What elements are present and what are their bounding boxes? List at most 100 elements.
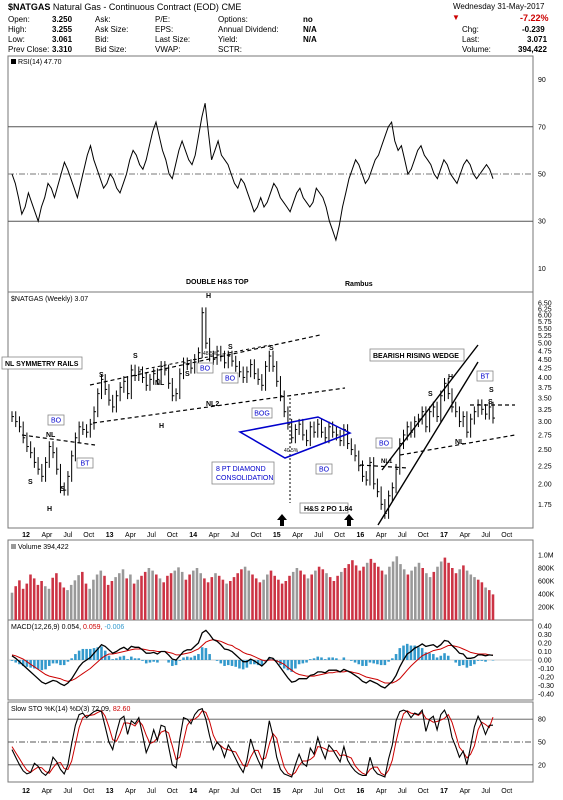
price-tick-label: 2.75 bbox=[538, 432, 552, 439]
volume-bar bbox=[288, 575, 291, 620]
price-x-tick-label: Oct bbox=[418, 532, 429, 539]
price-x-tick-label: Jul bbox=[147, 532, 156, 539]
volume-bar bbox=[277, 579, 280, 620]
label-head: H bbox=[159, 423, 164, 430]
volume-bar bbox=[10, 592, 14, 620]
label-breakout-diamond: BO bbox=[319, 467, 330, 474]
volume-bar bbox=[247, 570, 251, 620]
sto-legend-name: Slow STO %K(14) %D(3) bbox=[11, 706, 89, 713]
price-tick-label: 3.25 bbox=[538, 407, 552, 414]
volume-bar bbox=[351, 560, 354, 620]
volume-bar bbox=[92, 579, 95, 620]
volume-bar bbox=[462, 565, 465, 620]
price-tick-label: 2.50 bbox=[538, 447, 552, 454]
volume-bar bbox=[284, 581, 288, 620]
macd-histogram-bar bbox=[323, 659, 327, 660]
price-tick-label: 4.00 bbox=[538, 375, 552, 382]
bottom-x-tick-label: Oct bbox=[83, 788, 94, 795]
volume-bar bbox=[443, 557, 447, 620]
macd-histogram-bar bbox=[118, 656, 122, 660]
volume-bar bbox=[106, 584, 110, 620]
macd-histogram-bar bbox=[66, 660, 70, 662]
volume-tick-label: 800K bbox=[538, 566, 555, 573]
volume-bar bbox=[129, 574, 132, 620]
volume-bar bbox=[103, 575, 106, 620]
bottom-x-tick-label: 13 bbox=[106, 788, 114, 795]
volume-bar bbox=[44, 586, 47, 620]
volume-bar bbox=[266, 574, 269, 620]
price-tick-label: 4.50 bbox=[538, 357, 552, 364]
exchange: CME bbox=[221, 2, 242, 12]
field-label: Bid: bbox=[95, 35, 109, 44]
volume-bar bbox=[365, 562, 369, 620]
bottom-x-tick-label: 14 bbox=[189, 788, 197, 795]
macd-histogram-bar bbox=[48, 660, 51, 666]
volume-bar bbox=[32, 578, 36, 620]
macd-histogram-bar bbox=[256, 660, 260, 666]
field-label: Ask: bbox=[95, 15, 111, 24]
volume-bar bbox=[225, 583, 228, 620]
volume-bar bbox=[295, 568, 299, 620]
label-head-2012: H bbox=[47, 506, 52, 513]
bottom-x-tick-label: 16 bbox=[357, 788, 365, 795]
macd-histogram-bar bbox=[368, 660, 372, 663]
volume-bar bbox=[29, 574, 32, 620]
volume-bar bbox=[177, 567, 180, 620]
volume-bar bbox=[325, 573, 328, 620]
volume-bar bbox=[447, 562, 450, 620]
change-value: -0.239 bbox=[522, 25, 545, 34]
price-x-tick-label: 15 bbox=[273, 532, 281, 539]
symmetry-rails-box bbox=[1, 356, 83, 370]
volume-bar bbox=[336, 575, 339, 620]
macd-histogram-bar bbox=[309, 659, 312, 660]
diamond-caption-box bbox=[211, 461, 275, 485]
macd-histogram-bar bbox=[230, 660, 234, 666]
macd-histogram-bar bbox=[144, 660, 148, 664]
rsi-series-line bbox=[11, 103, 494, 242]
price-x-tick-label: Oct bbox=[83, 532, 94, 539]
macd-histogram-bar bbox=[77, 650, 81, 660]
label-head-2014: H bbox=[206, 293, 211, 300]
volume-bar bbox=[354, 565, 358, 620]
price-tick-label: 2.25 bbox=[538, 463, 552, 470]
volume-bar bbox=[169, 573, 173, 620]
volume-bar bbox=[84, 583, 88, 620]
macd-histogram-bar bbox=[424, 652, 428, 660]
bottom-x-tick-label: Apr bbox=[41, 788, 53, 795]
macd-histogram-bar bbox=[290, 660, 293, 672]
price-tick-label: 6.50 bbox=[538, 300, 552, 307]
macd-histogram-bar bbox=[409, 645, 413, 660]
macd-histogram-bar bbox=[331, 657, 334, 660]
price-tick-label: 4.25 bbox=[538, 366, 552, 373]
macd-histogram-bar bbox=[197, 654, 200, 660]
macd-histogram-bar bbox=[405, 643, 409, 660]
volume-bar bbox=[73, 580, 77, 620]
price-tick-label: 6.25 bbox=[538, 306, 552, 313]
field-label: Chg: bbox=[462, 25, 479, 34]
volume-bar bbox=[369, 558, 373, 620]
wedge-neckline bbox=[399, 434, 516, 456]
volume-bar bbox=[217, 575, 221, 620]
field-label: High: bbox=[8, 25, 27, 34]
label-backtest-2017-box bbox=[476, 370, 494, 382]
bottom-x-tick-label: 17 bbox=[440, 788, 448, 795]
field-label: EPS: bbox=[155, 25, 174, 34]
macd-histogram-bar bbox=[305, 660, 308, 663]
volume-bar bbox=[421, 568, 424, 620]
volume-bar bbox=[180, 571, 184, 620]
macd-legend-hist: -0.006 bbox=[104, 624, 124, 631]
wedge-upper-line bbox=[381, 344, 479, 471]
volume-bar bbox=[121, 569, 125, 620]
field-label: Low: bbox=[8, 35, 25, 44]
macd-histogram-bar bbox=[461, 660, 465, 666]
label-shoulder-2012: S bbox=[28, 479, 33, 486]
macd-histogram-bar bbox=[178, 660, 182, 661]
wedge-title-box bbox=[369, 348, 465, 362]
volume-bar bbox=[210, 577, 214, 620]
macd-histogram-bar bbox=[428, 653, 431, 660]
volume-bar bbox=[173, 570, 177, 620]
macd-histogram-bar bbox=[219, 660, 223, 664]
bottom-x-tick-label: Apr bbox=[125, 788, 137, 795]
macd-histogram-bar bbox=[62, 660, 66, 666]
